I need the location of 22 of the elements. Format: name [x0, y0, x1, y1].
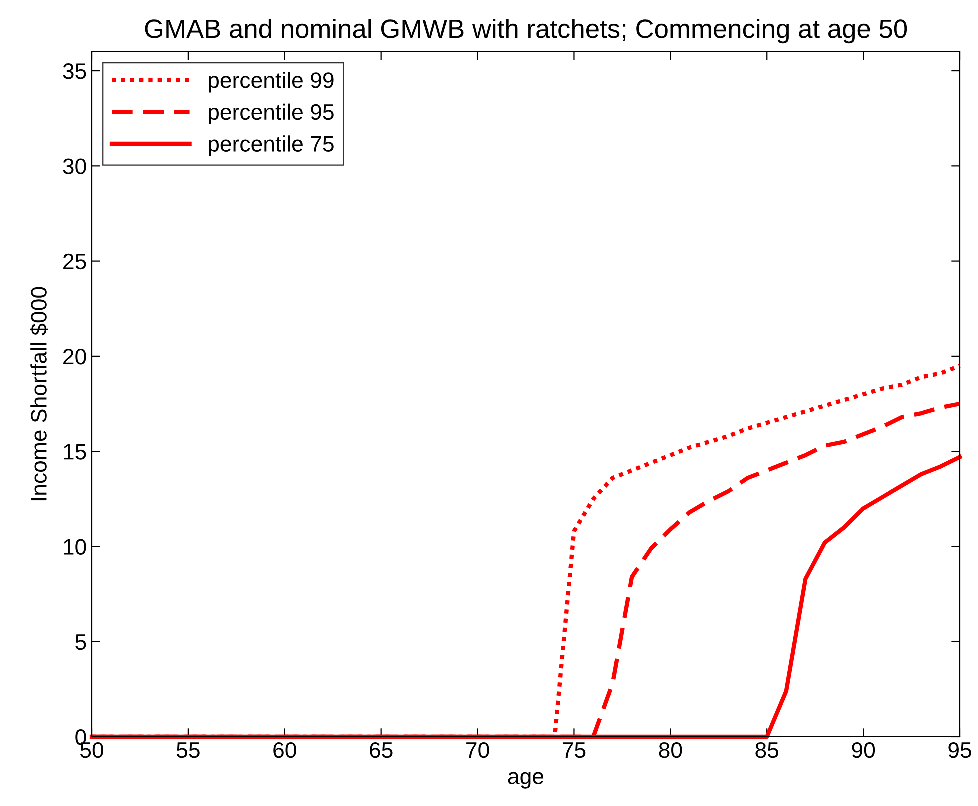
- y-tick-label: 20: [64, 348, 86, 365]
- y-tick-label: 10: [64, 539, 86, 555]
- y-tick-label: 5: [76, 634, 86, 650]
- legend-label: percentile 99: [208, 72, 334, 93]
- x-tick-label: 55: [176, 742, 200, 758]
- x-tick-label: 95: [948, 742, 972, 758]
- y-tick-label: 25: [64, 254, 86, 270]
- y-axis-title: Income Shortfall $000: [30, 287, 48, 501]
- x-tick-label: 70: [466, 742, 490, 758]
- x-tick-label: 85: [756, 742, 779, 758]
- x-axis-title: age: [508, 772, 544, 789]
- x-tick-label: 60: [274, 742, 296, 758]
- x-tick-label: 80: [659, 742, 682, 758]
- x-tick-label: 90: [852, 742, 876, 758]
- x-tick-label: 75: [563, 742, 586, 758]
- y-tick-label: 15: [64, 444, 86, 460]
- y-tick-label: 30: [63, 158, 86, 174]
- chart-title: GMAB and nominal GMWB with ratchets; Commencing at age 50: [145, 18, 908, 44]
- y-tick-label: 35: [63, 64, 86, 80]
- legend-label: percentile 75: [208, 136, 334, 156]
- x-tick-label: 65: [370, 742, 393, 758]
- legend-label: percentile 95: [208, 104, 334, 125]
